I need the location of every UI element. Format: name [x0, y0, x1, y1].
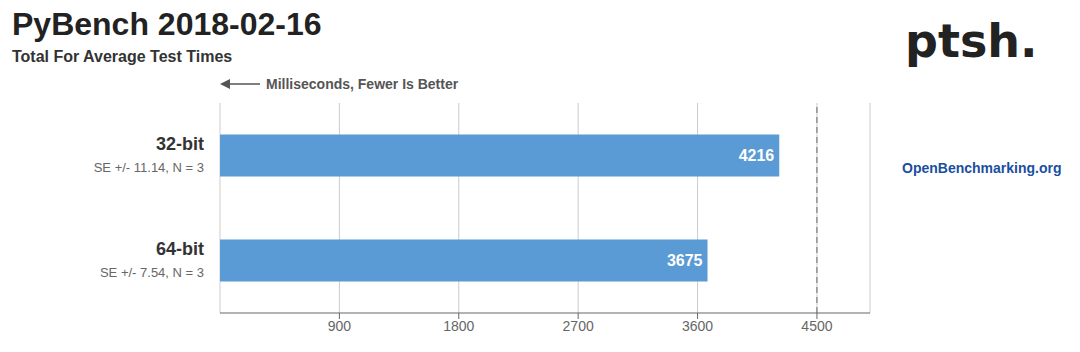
- svg-text:4216: 4216: [739, 147, 775, 164]
- svg-text:3675: 3675: [667, 252, 703, 269]
- svg-text:SE +/- 11.14, N = 3: SE +/- 11.14, N = 3: [94, 160, 204, 175]
- svg-text:2700: 2700: [563, 318, 594, 334]
- svg-text:4500: 4500: [801, 318, 832, 334]
- svg-text:32-bit: 32-bit: [156, 134, 204, 154]
- svg-text:1800: 1800: [443, 318, 474, 334]
- svg-text:3600: 3600: [682, 318, 713, 334]
- html-text:OpenBenchmarking.org: OpenBenchmarking.org: [902, 160, 1062, 176]
- svg-text:SE +/- 7.54, N = 3: SE +/- 7.54, N = 3: [100, 265, 204, 280]
- html-text:Total For Average Test Times: Total For Average Test Times: [12, 48, 233, 65]
- html-text:ptsh.: ptsh.: [905, 14, 1038, 68]
- svg-text:64-bit: 64-bit: [156, 239, 204, 259]
- svg-text:900: 900: [328, 318, 352, 334]
- html-text:Milliseconds, Fewer Is Better: Milliseconds, Fewer Is Better: [266, 76, 459, 92]
- html-text:PyBench 2018-02-16: PyBench 2018-02-16: [12, 6, 322, 42]
